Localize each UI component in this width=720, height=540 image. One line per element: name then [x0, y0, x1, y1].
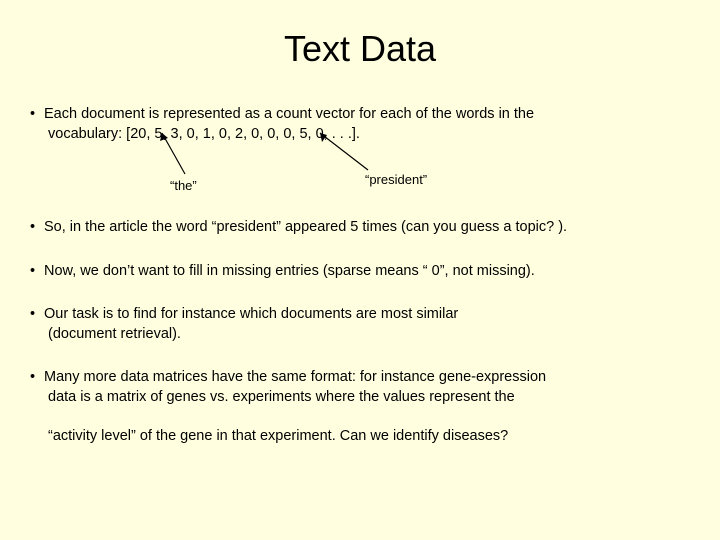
bullet-5-line-2: data is a matrix of genes vs. experiment… [44, 388, 690, 408]
slide-title: Text Data [30, 28, 690, 70]
annotation-the: “the” [170, 178, 197, 193]
bullet-list: Each document is represented as a count … [30, 105, 690, 144]
slide: Text Data Each document is represented a… [0, 0, 720, 540]
bullet-4-line-1: Our task is to find for instance which d… [44, 306, 458, 322]
bullet-2: So, in the article the word “president” … [30, 218, 690, 238]
bullet-1: Each document is represented as a count … [30, 105, 690, 144]
annotation-area: “the” “president” [30, 150, 690, 200]
bullet-3: Now, we don’t want to fill in missing en… [30, 262, 690, 282]
bullet-5-line-1: Many more data matrices have the same fo… [44, 369, 546, 385]
bullet-list-2: So, in the article the word “president” … [30, 218, 690, 447]
bullet-5-line-3: “activity level” of the gene in that exp… [44, 427, 690, 447]
bullet-3-text: Now, we don’t want to fill in missing en… [44, 263, 535, 279]
bullet-2-text: So, in the article the word “president” … [44, 219, 567, 235]
bullet-1-line-2: vocabulary: [20, 5, 3, 0, 1, 0, 2, 0, 0,… [44, 125, 690, 145]
annotation-president: “president” [365, 172, 427, 187]
bullet-4-line-2: (document retrieval). [44, 325, 690, 345]
bullet-5: Many more data matrices have the same fo… [30, 368, 690, 446]
bullet-4: Our task is to find for instance which d… [30, 305, 690, 344]
bullet-1-line-1: Each document is represented as a count … [44, 106, 534, 122]
